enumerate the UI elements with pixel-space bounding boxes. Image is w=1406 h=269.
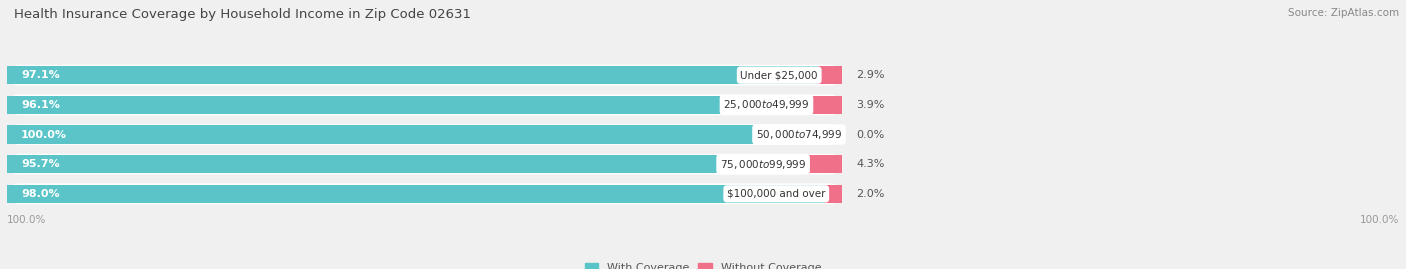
Bar bbox=[825, 185, 842, 203]
Text: 95.7%: 95.7% bbox=[21, 159, 59, 169]
Text: $50,000 to $74,999: $50,000 to $74,999 bbox=[756, 128, 842, 141]
Bar bbox=[818, 66, 842, 84]
Text: Health Insurance Coverage by Household Income in Zip Code 02631: Health Insurance Coverage by Household I… bbox=[14, 8, 471, 21]
Text: 96.1%: 96.1% bbox=[21, 100, 60, 110]
Text: $100,000 and over: $100,000 and over bbox=[727, 189, 825, 199]
Bar bbox=[7, 66, 818, 84]
Text: $25,000 to $49,999: $25,000 to $49,999 bbox=[723, 98, 810, 111]
Text: 2.0%: 2.0% bbox=[856, 189, 884, 199]
Text: 100.0%: 100.0% bbox=[21, 129, 67, 140]
Text: 100.0%: 100.0% bbox=[1360, 215, 1399, 225]
FancyBboxPatch shape bbox=[7, 151, 842, 178]
FancyBboxPatch shape bbox=[7, 180, 842, 207]
Text: $75,000 to $99,999: $75,000 to $99,999 bbox=[720, 158, 806, 171]
FancyBboxPatch shape bbox=[7, 91, 842, 118]
Text: 3.9%: 3.9% bbox=[856, 100, 884, 110]
Bar bbox=[806, 155, 842, 173]
Text: 97.1%: 97.1% bbox=[21, 70, 59, 80]
Text: Under $25,000: Under $25,000 bbox=[741, 70, 818, 80]
Text: 2.9%: 2.9% bbox=[856, 70, 884, 80]
Text: 98.0%: 98.0% bbox=[21, 189, 59, 199]
FancyBboxPatch shape bbox=[7, 121, 842, 148]
Bar bbox=[7, 125, 842, 144]
Legend: With Coverage, Without Coverage: With Coverage, Without Coverage bbox=[581, 258, 825, 269]
Text: 0.0%: 0.0% bbox=[856, 129, 884, 140]
Text: 4.3%: 4.3% bbox=[856, 159, 884, 169]
Bar bbox=[7, 155, 806, 173]
Bar bbox=[810, 96, 842, 114]
Bar bbox=[7, 96, 810, 114]
Text: Source: ZipAtlas.com: Source: ZipAtlas.com bbox=[1288, 8, 1399, 18]
FancyBboxPatch shape bbox=[7, 62, 842, 89]
Bar bbox=[7, 185, 825, 203]
Text: 100.0%: 100.0% bbox=[7, 215, 46, 225]
